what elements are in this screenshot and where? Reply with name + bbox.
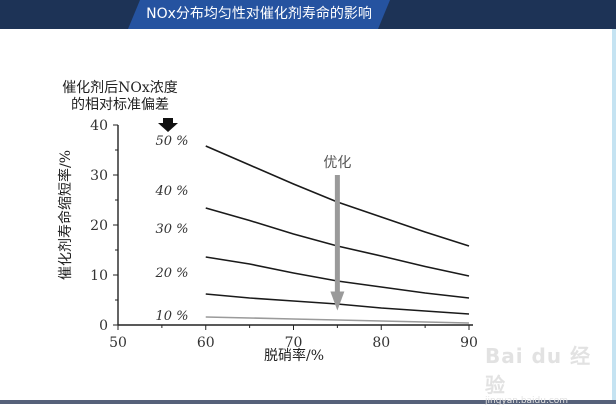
title-tab (128, 0, 390, 29)
series-label: 30 % (155, 222, 188, 237)
watermark-logo: Bai du 经验 (485, 344, 592, 397)
y-tick-label: 0 (99, 318, 108, 334)
page-title: NOx分布均匀性对催化剂寿命的影响 (146, 6, 372, 22)
x-tick-label: 70 (285, 335, 303, 351)
y-tick-label: 10 (90, 268, 108, 284)
legend-title: 催化剂后NOx浓度 的相对标准偏差 (62, 80, 178, 113)
optimize-arrow-shaft (334, 175, 340, 294)
series-label: 40 % (154, 184, 188, 199)
y-tick-label: 20 (90, 218, 108, 234)
series-labels: 50 % 40 % 30 % 20 % 10 % (154, 134, 188, 324)
x-tick-label: 60 (197, 335, 215, 351)
x-tick-label: 80 (372, 335, 390, 351)
arrow-down-icon (330, 291, 345, 311)
watermark-url: jingyan.baidu.com (485, 396, 569, 406)
x-tick-label: 90 (460, 335, 478, 351)
baidu-watermark: Bai du 经验 jingyan.baidu.com (485, 340, 605, 406)
annotations: 优化 (158, 118, 351, 311)
series-label: 10 % (155, 309, 188, 324)
legend-title-line2: 的相对标准偏差 (71, 97, 169, 113)
y-tick-label: 40 (90, 118, 108, 134)
series-label: 50 % (155, 134, 188, 149)
x-axis-label: 脱硝率/% (264, 347, 324, 364)
y-axis-label: 催化剂寿命缩短率/% (57, 150, 74, 280)
y-tick-label: 30 (90, 168, 108, 184)
series-line (205, 316, 470, 324)
legend-title-line1: 催化剂后NOx浓度 (62, 80, 178, 96)
bottom-bar (0, 400, 616, 404)
right-edge-strip (612, 29, 616, 404)
arrow-down-icon (158, 118, 178, 132)
series-label: 20 % (154, 266, 188, 281)
axes: 0 10 20 30 40 50 60 70 80 90 (90, 118, 478, 351)
x-tick-label: 50 (109, 335, 127, 351)
optimize-label: 优化 (323, 155, 351, 171)
